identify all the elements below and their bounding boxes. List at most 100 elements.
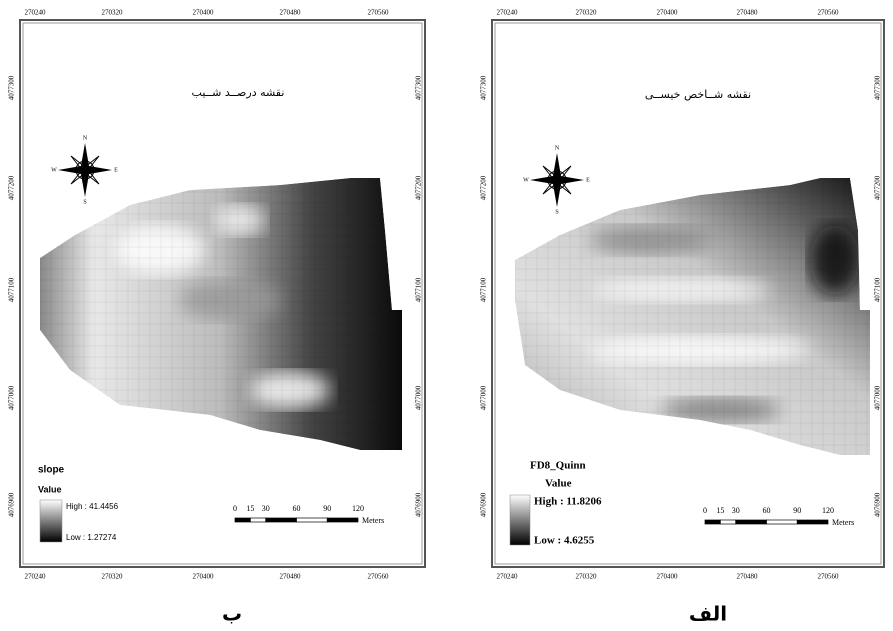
y-coord-label: 4077000 xyxy=(8,385,16,410)
north-arrow-star xyxy=(530,153,584,207)
legend-layer: FD8_Quinn xyxy=(530,460,586,472)
x-coord-label: 270480 xyxy=(737,9,759,17)
y-coord-label: 4077100 xyxy=(8,277,16,302)
x-coord-label: 270480 xyxy=(280,573,302,581)
y-coord-label: 4077300 xyxy=(415,75,423,100)
scale-label: 60 xyxy=(293,504,301,513)
scale-label: 120 xyxy=(352,504,364,513)
y-coord-label: 4077200 xyxy=(8,175,16,200)
legend-layer: slope xyxy=(38,465,65,476)
north-label: S xyxy=(555,209,558,215)
north-arrow: N S E W xyxy=(523,145,590,215)
y-coord-label: 4076900 xyxy=(415,492,423,517)
legend-ramp xyxy=(39,499,63,543)
scale-segment xyxy=(250,517,267,523)
raster-patch xyxy=(660,398,780,422)
scale-unit: Meters xyxy=(362,516,384,525)
scale-unit: Meters xyxy=(832,518,854,527)
x-coord-label: 270560 xyxy=(368,573,390,581)
raster-patch xyxy=(115,225,205,275)
y-coord-label: 4077000 xyxy=(480,385,488,410)
raster-patch xyxy=(250,372,330,408)
north-arrow-star xyxy=(542,165,572,195)
x-coord-label: 270560 xyxy=(818,9,840,17)
scale-label: 0 xyxy=(703,506,707,515)
raster-patch xyxy=(590,336,810,364)
north-label: E xyxy=(586,177,590,183)
x-coord-label: 270400 xyxy=(193,9,215,17)
legend-field: Value xyxy=(38,484,62,494)
north-arrow: N S E W xyxy=(51,135,118,205)
raster-patch xyxy=(180,280,280,320)
north-arrow-ring xyxy=(547,170,567,190)
raster-patch xyxy=(590,278,770,302)
scale-label: 15 xyxy=(246,504,254,513)
x-coord-label: 270400 xyxy=(657,9,679,17)
scale-label: 15 xyxy=(716,506,724,515)
north-label: N xyxy=(83,135,88,141)
raster-patch xyxy=(810,225,860,295)
north-arrow-star xyxy=(70,155,100,185)
scale-segment xyxy=(796,519,829,525)
scale-segment xyxy=(234,517,251,523)
north-label: E xyxy=(114,167,118,173)
y-coord-label: 4077200 xyxy=(415,175,423,200)
scale-segment xyxy=(265,517,297,523)
panel-caption: ب xyxy=(222,602,242,626)
scale-segment xyxy=(720,519,737,525)
north-label: W xyxy=(51,167,57,173)
x-coord-label: 270400 xyxy=(193,573,215,581)
y-coord-label: 4076900 xyxy=(480,492,488,517)
map-inner-frame xyxy=(494,22,882,565)
y-coord-label: 4077100 xyxy=(874,277,882,302)
map-title: نقشه شــاخص خیســی xyxy=(645,88,751,101)
scale-segment xyxy=(296,517,328,523)
y-coord-label: 4077100 xyxy=(480,277,488,302)
scale-segment xyxy=(326,517,359,523)
scale-label: 120 xyxy=(822,506,834,515)
scale-segment xyxy=(735,519,767,525)
north-label: W xyxy=(523,177,529,183)
north-arrow-ring xyxy=(75,160,95,180)
x-coord-label: 270240 xyxy=(25,573,47,581)
north-label: N xyxy=(555,145,560,151)
scale-label: 90 xyxy=(793,506,801,515)
y-coord-label: 4077300 xyxy=(874,75,882,100)
legend-high: High : 11.8206 xyxy=(534,496,602,508)
y-coord-label: 4076900 xyxy=(874,492,882,517)
scale-label: 60 xyxy=(763,506,771,515)
raster-patch xyxy=(590,226,710,254)
north-arrow-star xyxy=(58,143,112,197)
scale-label: 0 xyxy=(233,504,237,513)
panel-caption: الف xyxy=(689,602,727,626)
y-coord-label: 4076900 xyxy=(8,492,16,517)
legend-low: Low : 1.27274 xyxy=(66,533,117,542)
y-coord-label: 4077200 xyxy=(480,175,488,200)
x-coord-label: 270400 xyxy=(657,573,679,581)
x-coord-label: 270320 xyxy=(102,9,124,17)
raster-patch xyxy=(215,205,265,235)
y-coord-label: 4077100 xyxy=(415,277,423,302)
x-coord-label: 270240 xyxy=(497,9,519,17)
raster xyxy=(515,178,870,455)
x-coord-label: 270480 xyxy=(280,9,302,17)
legend-low: Low : 4.6255 xyxy=(534,535,595,547)
y-coord-label: 4077300 xyxy=(8,75,16,100)
scale-segment xyxy=(766,519,798,525)
x-coord-label: 270320 xyxy=(576,9,598,17)
y-coord-label: 4077000 xyxy=(415,385,423,410)
legend-field: Value xyxy=(545,478,572,490)
x-coord-label: 270240 xyxy=(25,9,47,17)
y-coord-label: 4077300 xyxy=(480,75,488,100)
x-coord-label: 270320 xyxy=(102,573,124,581)
x-coord-label: 270240 xyxy=(497,573,519,581)
x-coord-label: 270560 xyxy=(368,9,390,17)
x-coord-label: 270320 xyxy=(576,573,598,581)
scale-segment xyxy=(704,519,721,525)
y-coord-label: 4077000 xyxy=(874,385,882,410)
scale-label: 90 xyxy=(323,504,331,513)
x-coord-label: 270560 xyxy=(818,573,840,581)
legend-ramp xyxy=(509,494,531,546)
x-coord-label: 270480 xyxy=(737,573,759,581)
